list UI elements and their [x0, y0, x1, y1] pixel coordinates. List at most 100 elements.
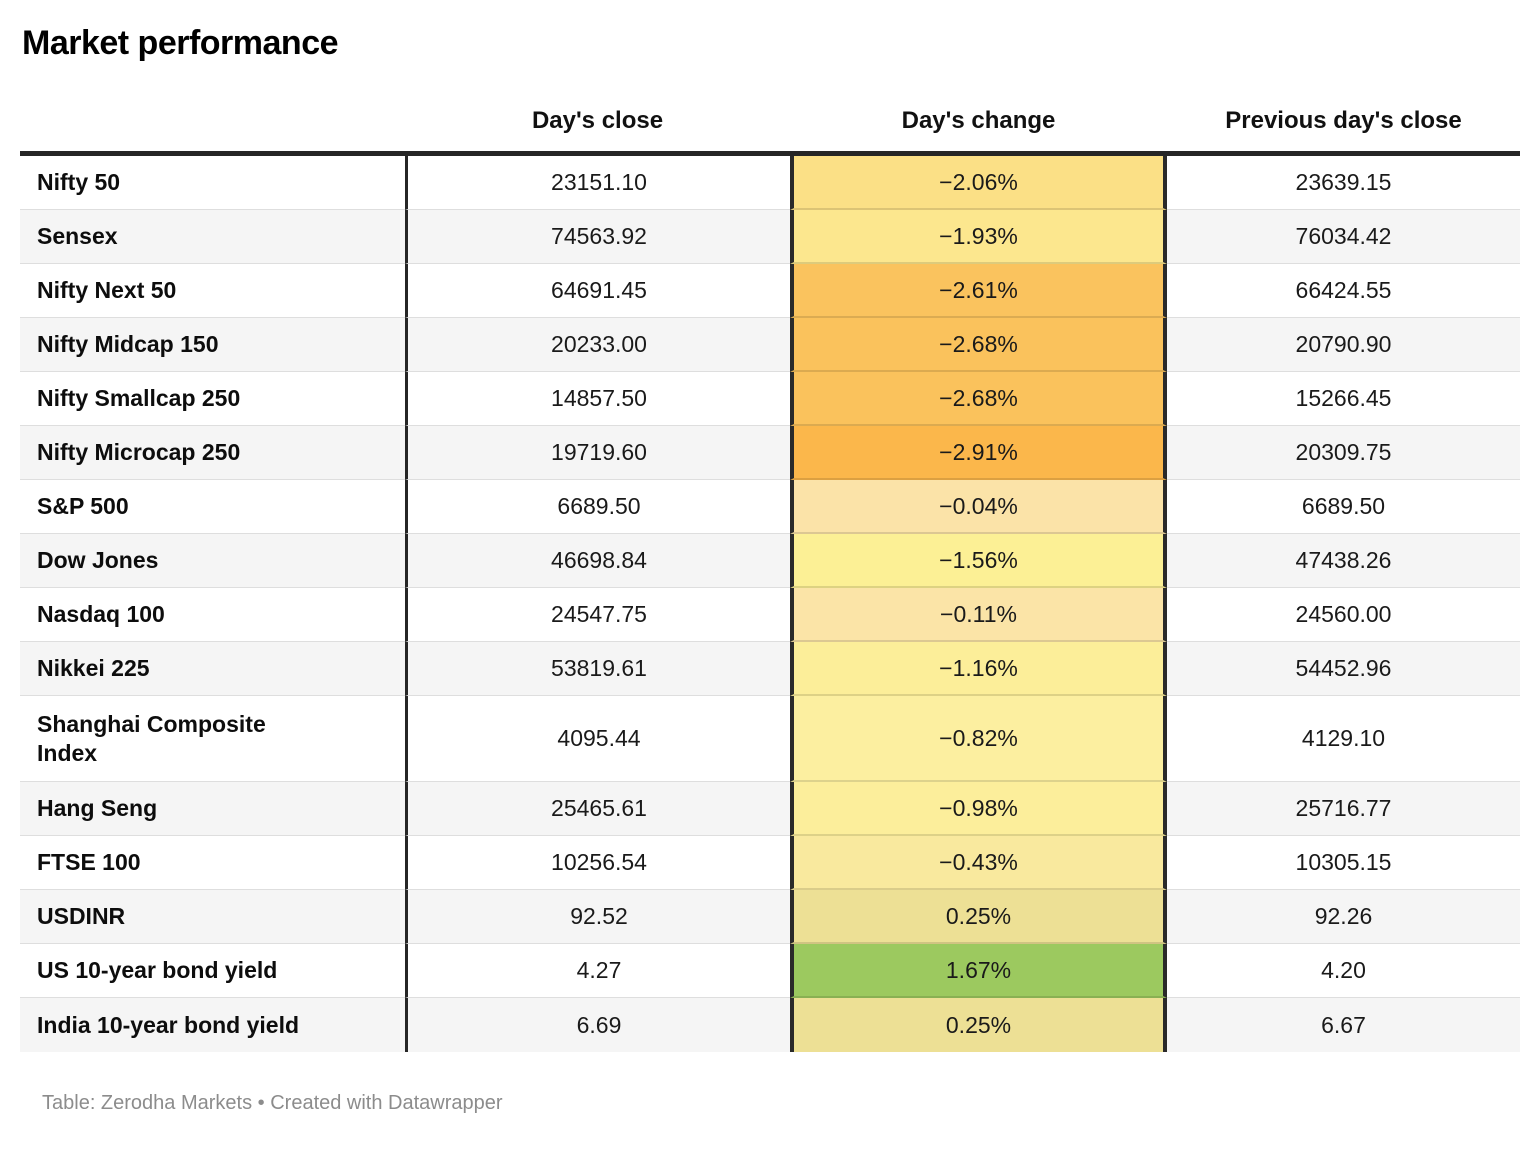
- days-change-value: −2.61%: [790, 264, 1167, 318]
- column-header-days-close: Day's close: [531, 107, 664, 134]
- table-row: S&P 500 6689.50 −0.04% 6689.50: [20, 480, 1520, 534]
- table-row: Sensex 74563.92 −1.93% 76034.42: [20, 210, 1520, 264]
- row-label: US 10-year bond yield: [37, 957, 278, 984]
- row-label-cell: Dow Jones: [20, 534, 405, 588]
- days-change-value: −0.11%: [790, 588, 1167, 642]
- previous-days-close-value: 4.20: [1167, 944, 1520, 998]
- table-row: US 10-year bond yield 4.27 1.67% 4.20: [20, 944, 1520, 998]
- days-close-value: 74563.92: [405, 210, 790, 264]
- table-row: Nifty Smallcap 250 14857.50 −2.68% 15266…: [20, 372, 1520, 426]
- days-close-value: 20233.00: [405, 318, 790, 372]
- table-row: Nifty Next 50 64691.45 −2.61% 66424.55: [20, 264, 1520, 318]
- column-header-previous-days-close: Previous day's close: [1225, 107, 1462, 134]
- days-change-value: 0.25%: [790, 998, 1167, 1052]
- row-label: Dow Jones: [37, 547, 159, 574]
- days-close-value: 23151.10: [405, 156, 790, 210]
- days-change-value: −2.68%: [790, 372, 1167, 426]
- row-label-cell: Shanghai Composite Index: [20, 696, 405, 782]
- row-label-cell: India 10-year bond yield: [20, 998, 405, 1052]
- page: Market performance Day's close Day's cha…: [20, 24, 1520, 1114]
- previous-days-close-value: 24560.00: [1167, 588, 1520, 642]
- previous-days-close-value: 92.26: [1167, 890, 1520, 944]
- row-label-cell: Nikkei 225: [20, 642, 405, 696]
- row-label-cell: Nifty Microcap 250: [20, 426, 405, 480]
- previous-days-close-value: 25716.77: [1167, 782, 1520, 836]
- row-label: S&P 500: [37, 493, 129, 520]
- table-row: Nifty Microcap 250 19719.60 −2.91% 20309…: [20, 426, 1520, 480]
- row-label: Nifty Microcap 250: [37, 439, 241, 466]
- column-header-days-change: Day's change: [901, 107, 1056, 134]
- row-label: Sensex: [37, 223, 118, 250]
- days-close-value: 14857.50: [405, 372, 790, 426]
- previous-days-close-value: 23639.15: [1167, 156, 1520, 210]
- row-label-cell: Hang Seng: [20, 782, 405, 836]
- row-label: Nifty Next 50: [37, 277, 177, 304]
- row-label-cell: FTSE 100: [20, 836, 405, 890]
- previous-days-close-value: 15266.45: [1167, 372, 1520, 426]
- days-close-value: 4095.44: [405, 696, 790, 782]
- row-label: Nifty Midcap 150: [37, 331, 219, 358]
- row-label-cell: Sensex: [20, 210, 405, 264]
- row-label-cell: Nifty 50: [20, 156, 405, 210]
- days-close-value: 25465.61: [405, 782, 790, 836]
- row-label-cell: US 10-year bond yield: [20, 944, 405, 998]
- row-label-cell: S&P 500: [20, 480, 405, 534]
- days-change-value: −1.93%: [790, 210, 1167, 264]
- table-row: USDINR 92.52 0.25% 92.26: [20, 890, 1520, 944]
- row-label: FTSE 100: [37, 849, 141, 876]
- previous-days-close-value: 54452.96: [1167, 642, 1520, 696]
- days-close-value: 53819.61: [405, 642, 790, 696]
- table-row: Nifty 50 23151.10 −2.06% 23639.15: [20, 156, 1520, 210]
- row-label: Nasdaq 100: [37, 601, 165, 628]
- days-change-value: 1.67%: [790, 944, 1167, 998]
- previous-days-close-value: 47438.26: [1167, 534, 1520, 588]
- table-row: India 10-year bond yield 6.69 0.25% 6.67: [20, 998, 1520, 1052]
- previous-days-close-value: 6689.50: [1167, 480, 1520, 534]
- days-close-value: 4.27: [405, 944, 790, 998]
- days-change-value: −2.06%: [790, 156, 1167, 210]
- previous-days-close-value: 76034.42: [1167, 210, 1520, 264]
- row-label: Hang Seng: [37, 795, 158, 822]
- page-title: Market performance: [22, 24, 339, 62]
- row-label: USDINR: [37, 903, 126, 930]
- days-change-value: −1.56%: [790, 534, 1167, 588]
- table-attribution: Table: Zerodha Markets • Created with Da…: [42, 1092, 503, 1114]
- days-close-value: 92.52: [405, 890, 790, 944]
- row-label: Nifty Smallcap 250: [37, 385, 241, 412]
- days-close-value: 10256.54: [405, 836, 790, 890]
- row-label: Nikkei 225: [37, 655, 150, 682]
- row-label-cell: Nifty Midcap 150: [20, 318, 405, 372]
- days-close-value: 6689.50: [405, 480, 790, 534]
- row-label-cell: Nifty Smallcap 250: [20, 372, 405, 426]
- row-label: Nifty 50: [37, 169, 121, 196]
- days-close-value: 19719.60: [405, 426, 790, 480]
- previous-days-close-value: 20309.75: [1167, 426, 1520, 480]
- previous-days-close-value: 4129.10: [1167, 696, 1520, 782]
- days-close-value: 46698.84: [405, 534, 790, 588]
- table-row: Hang Seng 25465.61 −0.98% 25716.77: [20, 782, 1520, 836]
- days-change-value: −1.16%: [790, 642, 1167, 696]
- days-close-value: 64691.45: [405, 264, 790, 318]
- previous-days-close-value: 6.67: [1167, 998, 1520, 1052]
- table-row: Nifty Midcap 150 20233.00 −2.68% 20790.9…: [20, 318, 1520, 372]
- days-change-value: −2.91%: [790, 426, 1167, 480]
- row-label-cell: USDINR: [20, 890, 405, 944]
- days-change-value: −0.82%: [790, 696, 1167, 782]
- table-row: Nasdaq 100 24547.75 −0.11% 24560.00: [20, 588, 1520, 642]
- days-change-value: −0.04%: [790, 480, 1167, 534]
- table-row: Dow Jones 46698.84 −1.56% 47438.26: [20, 534, 1520, 588]
- days-close-value: 6.69: [405, 998, 790, 1052]
- table-row: FTSE 100 10256.54 −0.43% 10305.15: [20, 836, 1520, 890]
- market-performance-table: Nifty 50 23151.10 −2.06% 23639.15 Sensex…: [20, 151, 1520, 1052]
- previous-days-close-value: 66424.55: [1167, 264, 1520, 318]
- table-row: Shanghai Composite Index 4095.44 −0.82% …: [20, 696, 1520, 782]
- days-change-value: 0.25%: [790, 890, 1167, 944]
- previous-days-close-value: 20790.90: [1167, 318, 1520, 372]
- row-label: Shanghai Composite Index: [37, 710, 266, 766]
- row-label-cell: Nasdaq 100: [20, 588, 405, 642]
- previous-days-close-value: 10305.15: [1167, 836, 1520, 890]
- days-change-value: −2.68%: [790, 318, 1167, 372]
- days-change-value: −0.43%: [790, 836, 1167, 890]
- table-row: Nikkei 225 53819.61 −1.16% 54452.96: [20, 642, 1520, 696]
- table-header: Day's close Day's change Previous day's …: [20, 107, 1520, 151]
